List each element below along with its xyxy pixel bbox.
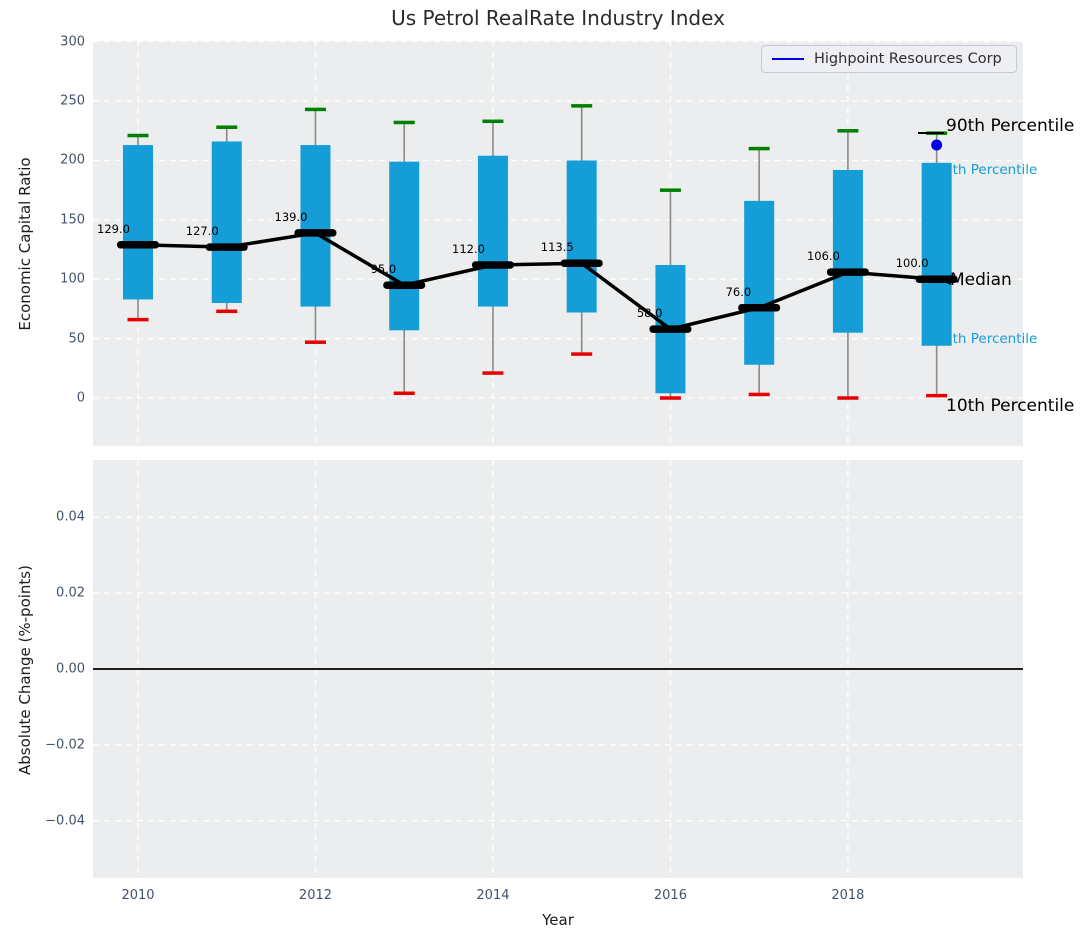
change-canvas [93,460,1023,878]
annotation-5th-percentile: 5th Percentile [944,161,1038,178]
y-tick-label: 300 [60,34,85,50]
y-tick-label: 50 [68,331,85,347]
x-tick-label: 2016 [653,888,687,903]
median-value-label: 100.0 [895,256,929,271]
whisker-cap-90th [216,125,238,129]
y-tick-label: 0 [76,390,85,406]
y-tick-label: 0.00 [56,661,85,677]
median-pill [738,304,781,312]
legend-line-sample [772,58,804,60]
y-tick-label: −0.02 [45,737,85,753]
whisker-cap-10th [482,371,504,375]
median-pill [116,241,159,249]
legend-label: Highpoint Resources Corp [814,51,1002,67]
median-pill [560,259,603,267]
box [832,169,863,333]
y-tick-label: 0.04 [56,509,85,525]
median-value-label: 139.0 [274,209,308,224]
chart-title: Us Petrol RealRate Industry Index [391,6,725,30]
whisker-cap-10th [926,393,948,398]
median-value-label: 127.0 [185,224,219,239]
annotation-5th-percentile: 5th Percentile [944,330,1038,347]
median-pill [294,229,337,237]
annotation-10th-percentile: 10th Percentile [946,395,1075,416]
y-tick-label: 100 [60,271,85,287]
box [300,145,331,307]
whisker-cap-90th [393,120,415,125]
whisker-cap-90th [304,107,326,112]
y-tick-label: 0.02 [56,585,85,601]
x-tick-label: 2018 [831,888,865,903]
box [211,141,242,304]
whisker-cap-10th [748,392,770,397]
p90-connector-line [918,132,944,134]
median-pill [826,268,869,276]
median-value-label: 113.5 [540,240,574,255]
bottom-plot-area [93,460,1023,878]
box [921,162,952,346]
median-value-label: 58.0 [636,306,663,321]
median-pill [383,281,426,289]
box [477,155,508,307]
whisker-cap-90th [659,188,681,192]
annotation-median: Median [950,269,1012,290]
whisker-cap-90th [482,119,504,124]
x-tick-label: 2010 [121,888,155,903]
whisker-cap-10th [216,309,238,314]
box [122,145,153,300]
whisker-cap-10th [571,352,593,356]
x-tick-label: 2012 [298,888,333,903]
legend: Highpoint Resources Corp [761,45,1017,73]
x-axis-label: Year [542,911,574,929]
y-axis-label-top: Economic Capital Ratio [16,157,34,331]
median-line [137,231,937,332]
whisker-cap-90th [748,146,770,151]
box [389,161,420,331]
whisker-cap-90th [837,129,859,133]
whisker-cap-10th [837,396,859,400]
y-tick-label: 250 [60,93,85,109]
median-pill [649,325,692,333]
median-pill [205,243,248,251]
annotation-90th-percentile: 90th Percentile [946,116,1075,137]
median-pill [471,261,514,269]
company-point [931,139,943,151]
median-value-label: 76.0 [725,284,752,299]
median-value-label: 129.0 [97,221,130,236]
median-annotation-arrow [940,274,951,285]
whisker-cap-10th [659,396,681,400]
y-tick-label: −0.04 [45,813,85,829]
whisker-cap-10th [393,391,415,396]
median-value-label: 112.0 [452,241,485,256]
top-plot-area: Highpoint Resources Corp [93,41,1023,446]
boxplot-canvas [93,41,1023,446]
y-tick-label: 200 [60,152,85,168]
x-tick-label: 2014 [476,888,510,903]
median-value-label: 95.0 [370,262,397,277]
whisker-cap-10th [304,340,326,344]
box [566,160,597,313]
whisker-cap-10th [127,317,149,322]
whisker-cap-90th [571,104,593,108]
whisker-cap-90th [127,133,149,138]
median-value-label: 106.0 [806,249,840,264]
y-tick-label: 150 [60,212,85,228]
box [744,200,775,365]
